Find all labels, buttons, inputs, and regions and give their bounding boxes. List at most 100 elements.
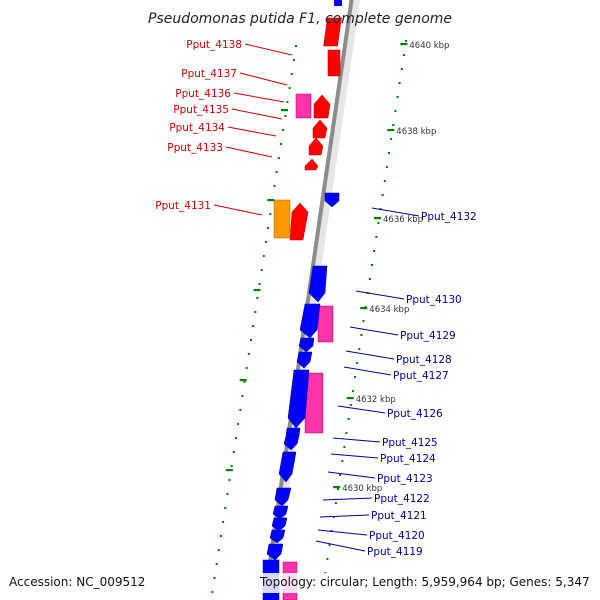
tick-dot <box>388 152 390 154</box>
gene-label-right: Pput_4125 <box>382 437 438 449</box>
tick-dot <box>405 40 407 42</box>
tick-dot <box>213 577 216 579</box>
tick-dot <box>341 460 344 462</box>
tick-dot <box>396 96 399 98</box>
tick-dot <box>220 535 222 537</box>
gene-label-right: Pput_4128 <box>396 354 452 366</box>
tick-dot <box>332 516 335 518</box>
tick-dot <box>402 54 405 56</box>
tick-dot <box>351 390 354 392</box>
leader-line <box>225 146 273 158</box>
tick-dot <box>232 451 235 453</box>
tick-dot <box>345 432 348 434</box>
tick-dash <box>225 469 233 472</box>
tick-dot <box>375 236 378 238</box>
tick-dot <box>282 129 285 131</box>
tick-dot <box>230 465 233 467</box>
tick-dot <box>290 73 293 75</box>
leader-line <box>227 126 277 137</box>
feature-orange-1 <box>273 199 291 239</box>
tick-dot <box>228 479 231 481</box>
tick-label: 4640 kbp <box>409 41 449 51</box>
tick-dash <box>346 397 354 400</box>
tick-dash <box>239 379 247 382</box>
tick-dash <box>400 43 408 46</box>
gene-label-right: Pput_4132 <box>421 211 477 223</box>
tick-dot <box>275 171 278 173</box>
feature-forward-7 <box>289 202 309 241</box>
gene-label-right: Pput_4127 <box>393 370 449 382</box>
gene-label-left: Pput_4135 <box>173 104 229 116</box>
leader-line <box>231 108 283 120</box>
tick-dot <box>239 409 242 411</box>
tick-dot <box>356 362 359 364</box>
leader-line <box>327 471 376 479</box>
tick-dot <box>286 101 289 103</box>
tick-dot <box>235 437 237 439</box>
feature-reverse-3 <box>299 303 321 339</box>
leader-line <box>239 72 288 86</box>
gene-label-left: Pput_4131 <box>155 200 211 212</box>
feature-reverse-2 <box>308 265 328 303</box>
gene-label-right: Pput_4123 <box>377 473 433 485</box>
gene-label-right: Pput_4121 <box>371 510 427 522</box>
tick-dash <box>267 199 275 202</box>
tick-label: 4630 kbp <box>342 484 382 494</box>
tick-dot <box>267 227 270 229</box>
tick-dot <box>277 157 280 159</box>
feature-reverse-6 <box>287 369 310 429</box>
tick-dash <box>387 129 395 132</box>
leader-line <box>332 437 381 443</box>
tick-dot <box>237 423 240 425</box>
leader-line <box>213 204 263 216</box>
tick-label: 4638 kbp <box>396 127 436 137</box>
feature-reverse-0 <box>334 0 342 6</box>
tick-dot <box>390 138 393 140</box>
leader-line <box>345 350 395 360</box>
feature-reverse-5 <box>296 351 313 369</box>
tick-label: 4636 kbp <box>383 215 423 225</box>
footer-accession: Accession: NC_009512 <box>9 575 145 589</box>
tick-dot <box>373 250 376 252</box>
tick-dot <box>224 507 227 509</box>
leader-line <box>317 529 368 536</box>
gene-label-right: Pput_4122 <box>374 493 430 505</box>
feature-pink-1 <box>295 93 312 119</box>
tick-dot <box>339 474 342 476</box>
leader-line <box>355 290 405 300</box>
gene-label-left: Pput_4134 <box>169 122 225 134</box>
leader-line <box>343 366 392 376</box>
gene-label-right: Pput_4124 <box>380 453 436 465</box>
tick-dot <box>222 521 225 523</box>
feature-reverse-8 <box>283 435 300 451</box>
tick-dot <box>354 376 356 378</box>
tick-dot <box>377 222 380 224</box>
tick-dot <box>211 591 214 593</box>
leader-line <box>319 514 370 518</box>
tick-dot <box>360 334 363 336</box>
feature-reverse-1 <box>324 192 340 208</box>
tick-dot <box>215 563 218 565</box>
tick-dot <box>383 180 386 182</box>
gene-label-left: Pput_4138 <box>186 39 242 51</box>
feature-reverse-4 <box>298 337 315 353</box>
tick-dot <box>349 404 352 406</box>
tick-dot <box>343 446 346 448</box>
tick-dot <box>262 255 265 257</box>
feature-reverse-10 <box>274 487 292 507</box>
tick-label: 4634 kbp <box>369 305 409 315</box>
tick-dot <box>226 493 229 495</box>
feature-forward-2 <box>327 49 341 77</box>
feature-forward-1 <box>323 17 342 47</box>
leader-line <box>244 43 293 56</box>
footer-topology-bg <box>256 573 596 593</box>
feature-reverse-9 <box>278 451 297 483</box>
tick-dot <box>217 549 220 551</box>
tick-dot <box>254 311 257 313</box>
leader-line <box>330 453 379 459</box>
feature-reverse-14 <box>266 543 284 561</box>
map-title: Pseudomonas putida F1, complete genome <box>148 11 452 27</box>
tick-dot <box>280 143 282 145</box>
tick-dot <box>292 59 295 61</box>
tick-dot <box>295 45 297 47</box>
